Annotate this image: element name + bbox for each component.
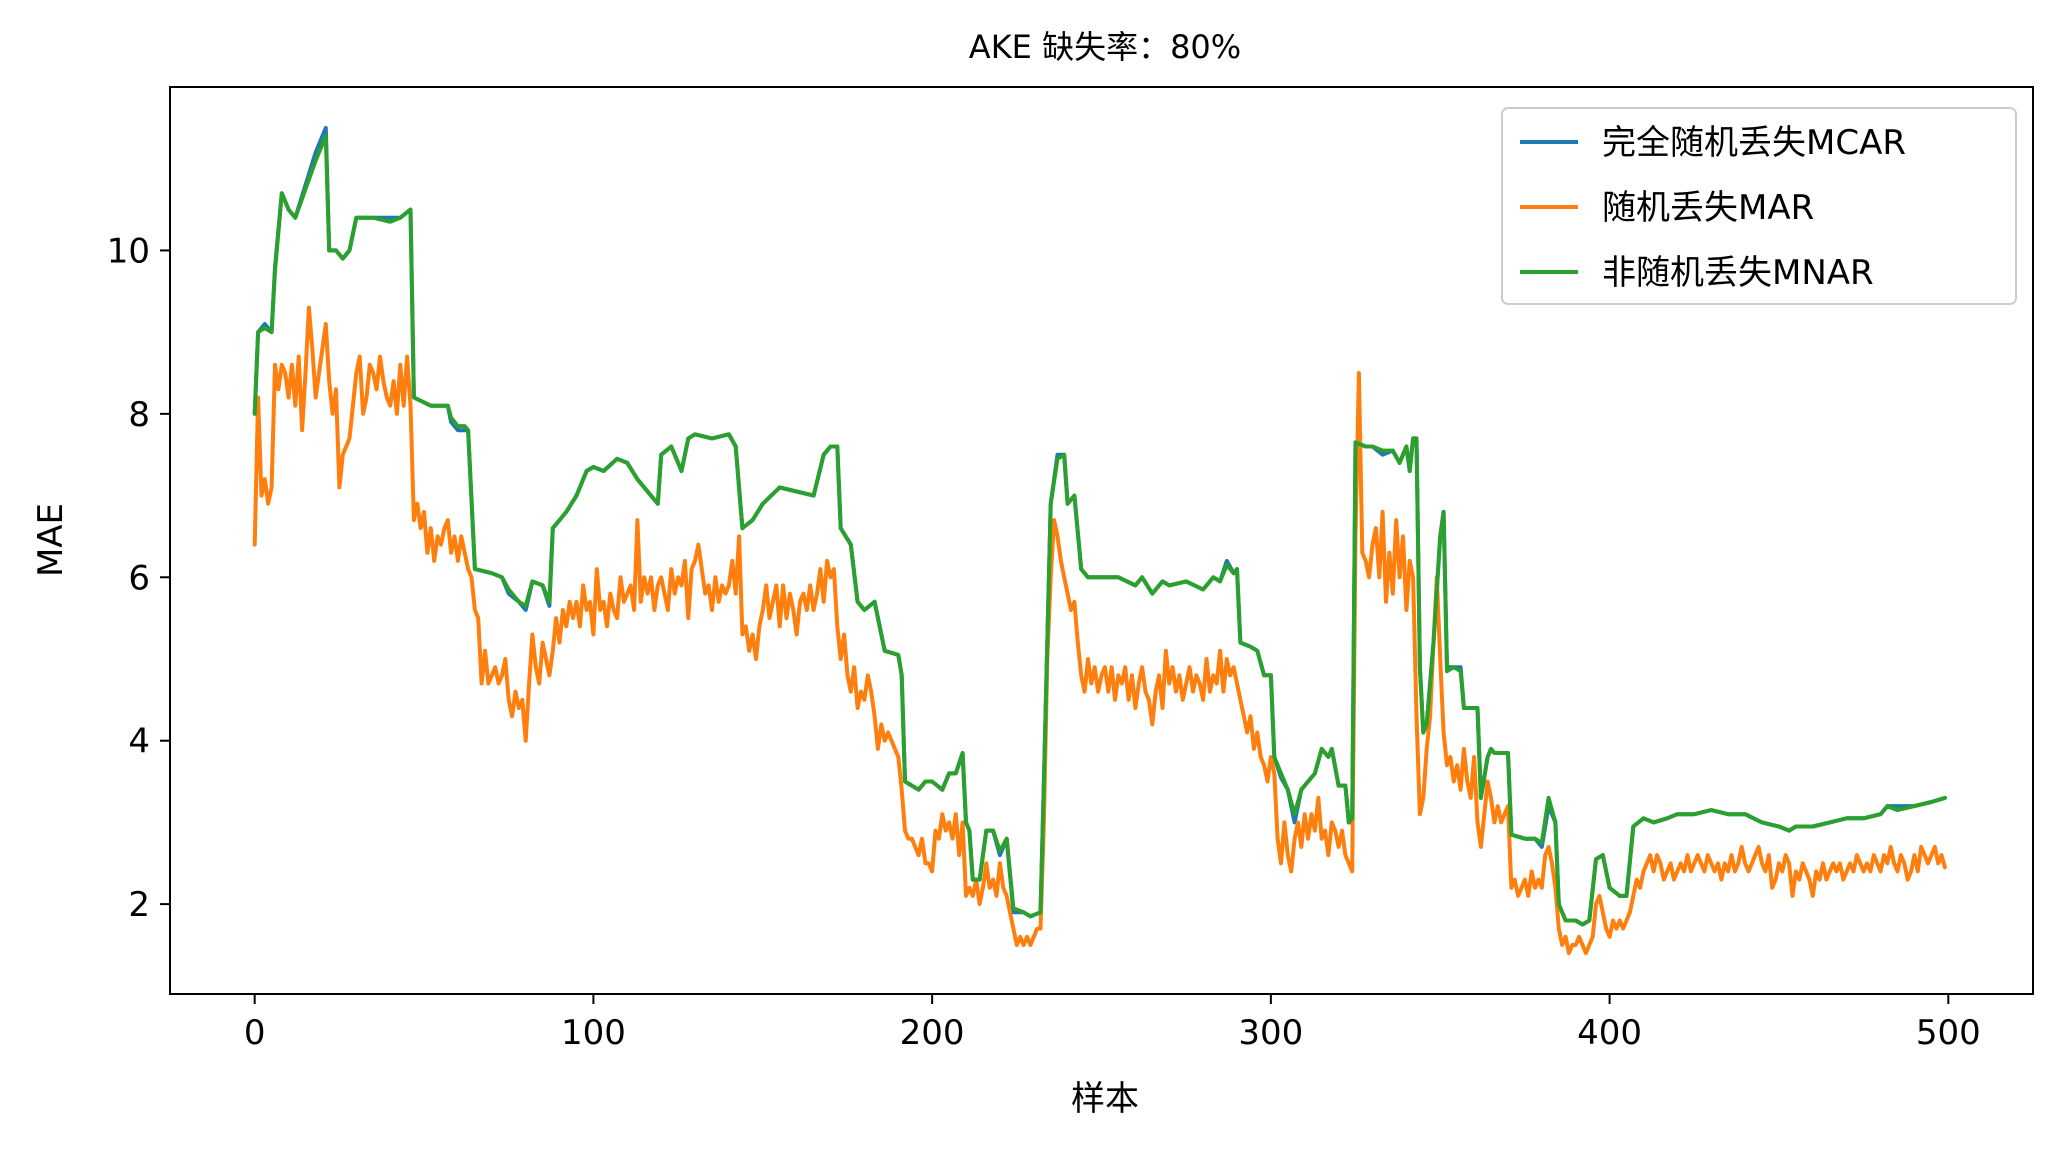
- x-tick-label: 100: [561, 1013, 626, 1053]
- y-tick-label: 10: [107, 231, 150, 271]
- y-axis: 2 4 6 8 10: [107, 231, 170, 925]
- y-tick-label: 6: [128, 558, 150, 598]
- chart-title: AKE 缺失率：80%: [969, 28, 1241, 66]
- y-axis-label: MAE: [31, 503, 71, 577]
- series-line-2: [252, 305, 1947, 956]
- legend: 完全随机丢失MCAR 随机丢失MAR 非随机丢失MNAR: [1501, 107, 2017, 305]
- plot-frame: [169, 86, 2034, 995]
- y-tick-label: 4: [128, 722, 150, 762]
- x-tick-label: 200: [900, 1013, 965, 1053]
- y-tick-label: 2: [128, 885, 150, 925]
- x-tick-label: 300: [1238, 1013, 1303, 1053]
- legend-label-2: 随机丢失MAR: [1602, 188, 1814, 228]
- x-tick-label: 500: [1916, 1013, 1981, 1053]
- series-line-3: [252, 134, 1947, 927]
- x-axis: 0 100 200 300 400 500: [244, 994, 1981, 1053]
- legend-label-1: 完全随机丢失MCAR: [1602, 123, 1906, 163]
- x-tick-label: 0: [244, 1013, 266, 1053]
- series-layer: [252, 125, 1947, 956]
- legend-label-3: 非随机丢失MNAR: [1602, 253, 1874, 293]
- x-tick-label: 400: [1577, 1013, 1642, 1053]
- y-tick-label: 8: [128, 395, 150, 435]
- legend-box: [1501, 107, 2017, 305]
- x-axis-label: 样本: [1071, 1079, 1139, 1119]
